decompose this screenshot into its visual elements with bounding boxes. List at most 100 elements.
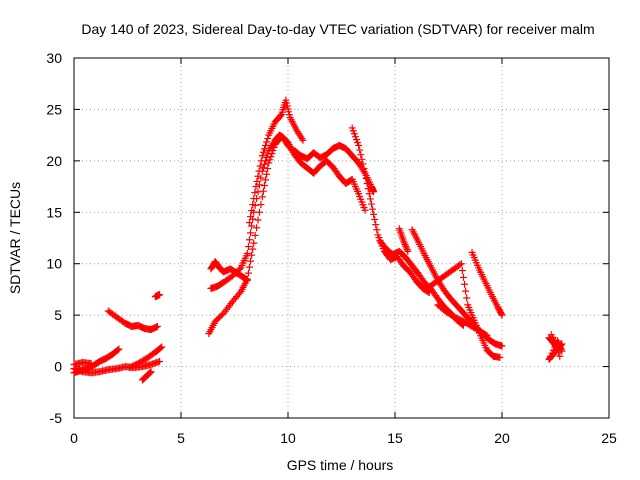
data-point xyxy=(146,369,154,377)
data-point xyxy=(262,176,270,184)
data-point xyxy=(260,182,268,190)
data-point xyxy=(461,280,469,288)
data-point xyxy=(363,179,371,187)
series-arc11 xyxy=(245,96,307,227)
series-arc19 xyxy=(468,248,506,319)
x-tick-label: 5 xyxy=(177,430,185,446)
data-point xyxy=(253,177,261,185)
data-point xyxy=(277,112,285,120)
series-arc15 xyxy=(376,237,467,329)
data-point xyxy=(250,195,258,203)
y-tick-label: 10 xyxy=(46,256,62,272)
data-point xyxy=(245,236,253,244)
data-point xyxy=(247,229,255,237)
data-point xyxy=(402,244,410,252)
data-point xyxy=(243,249,251,257)
data-point xyxy=(361,169,369,177)
data-point xyxy=(264,165,272,173)
data-point xyxy=(258,193,266,201)
data-point xyxy=(496,353,504,361)
data-point xyxy=(404,247,412,255)
data-point xyxy=(403,246,411,254)
y-tick-label: -5 xyxy=(50,410,63,426)
data-point xyxy=(553,345,561,353)
data-point xyxy=(262,141,270,149)
data-point xyxy=(254,216,262,224)
data-point xyxy=(456,261,464,269)
data-point xyxy=(483,332,491,340)
data-point xyxy=(362,174,370,182)
data-point xyxy=(243,276,251,284)
data-point xyxy=(157,344,165,352)
data-point xyxy=(458,267,466,275)
data-point xyxy=(298,135,306,143)
data-point xyxy=(400,237,408,245)
data-point xyxy=(373,226,381,234)
series-arc13 xyxy=(297,157,369,214)
data-point xyxy=(545,355,553,363)
data-point xyxy=(247,213,255,221)
y-tick-label: 5 xyxy=(54,307,62,323)
data-point xyxy=(244,243,252,251)
data-point xyxy=(402,242,410,250)
data-point xyxy=(367,200,375,208)
data-point xyxy=(153,322,161,330)
data-point xyxy=(361,206,369,214)
data-point xyxy=(357,151,365,159)
data-point xyxy=(250,239,258,247)
series-arc18 xyxy=(423,260,504,361)
series-arc3 xyxy=(70,358,95,369)
x-axis-label: GPS time / hours xyxy=(287,457,394,473)
x-tick-labels: 0 5 10 15 20 25 xyxy=(70,430,617,446)
data-point xyxy=(245,219,253,227)
data-point xyxy=(355,141,363,149)
data-point xyxy=(263,138,271,146)
data-point xyxy=(257,157,265,165)
data-point xyxy=(249,245,257,253)
data-point xyxy=(260,145,268,153)
data-point xyxy=(369,205,377,213)
data-point xyxy=(549,334,557,342)
series-arc4 xyxy=(104,307,161,334)
data-point xyxy=(364,185,372,193)
data-point xyxy=(114,346,122,354)
data-point xyxy=(247,257,255,265)
plot-frame xyxy=(73,57,610,419)
data-point xyxy=(554,349,562,357)
chart-title: Day 140 of 2023, Sidereal Day-to-day VTE… xyxy=(81,21,594,37)
data-point xyxy=(459,273,467,281)
data-point xyxy=(463,294,471,302)
x-tick-label: 0 xyxy=(70,430,78,446)
data-point xyxy=(356,146,364,154)
data-point xyxy=(248,251,256,259)
series-arc14 xyxy=(348,124,433,297)
series-arc7 xyxy=(151,291,164,301)
series-arc10 xyxy=(207,258,251,284)
y-tick-label: 0 xyxy=(54,359,62,375)
data-point xyxy=(87,359,95,367)
series-arc20 xyxy=(434,301,491,340)
data-point xyxy=(547,331,555,339)
data-point xyxy=(235,289,243,297)
data-point xyxy=(258,152,266,160)
data-point xyxy=(366,195,374,203)
data-point xyxy=(115,345,123,353)
data-point xyxy=(370,210,378,218)
data-point xyxy=(249,201,257,209)
data-point xyxy=(497,310,505,318)
series-arc8 xyxy=(205,132,305,338)
x-tick-label: 25 xyxy=(601,430,617,446)
series-arc5 xyxy=(126,343,166,372)
y-tick-label: 20 xyxy=(46,153,62,169)
data-point xyxy=(552,341,559,349)
y-tick-label: 15 xyxy=(46,204,62,220)
data-point xyxy=(457,260,465,268)
data-point xyxy=(371,215,379,223)
data-point xyxy=(256,162,264,170)
series-arc6 xyxy=(138,368,155,384)
data-point xyxy=(263,153,271,161)
data-point xyxy=(254,172,262,180)
data-point xyxy=(146,368,154,376)
data-point xyxy=(550,338,558,346)
